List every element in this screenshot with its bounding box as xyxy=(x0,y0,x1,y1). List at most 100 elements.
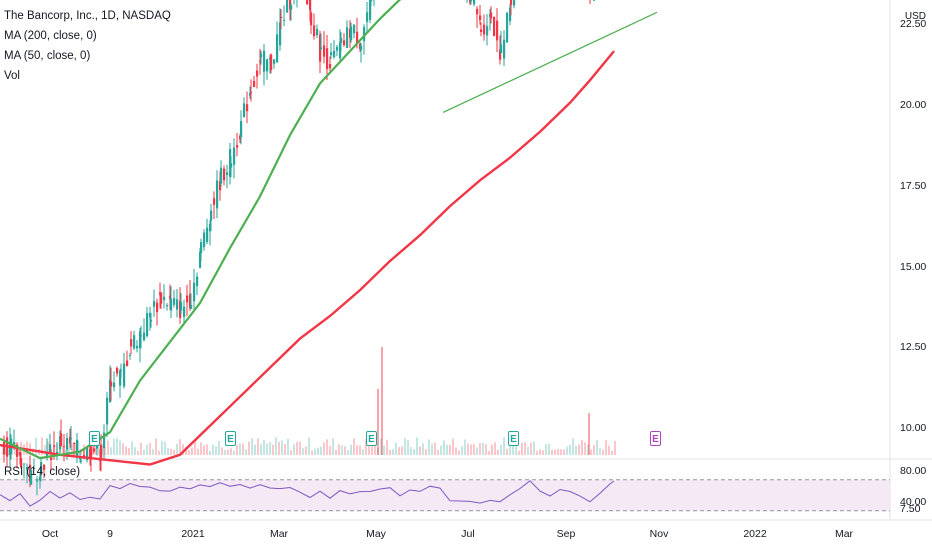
y-tick-label: 22.50 xyxy=(900,18,927,31)
candle-body xyxy=(263,50,266,72)
volume-bar xyxy=(401,446,403,455)
volume-bar xyxy=(341,445,343,455)
candle-body xyxy=(346,27,349,48)
candle-body xyxy=(70,438,73,440)
candle-body xyxy=(69,436,72,444)
volume-bar xyxy=(473,444,475,455)
volume-bar xyxy=(320,446,322,455)
candle-body xyxy=(103,432,106,449)
candle-body xyxy=(226,172,229,176)
candle-body xyxy=(316,28,319,36)
candle-body xyxy=(193,282,196,302)
earnings-icon[interactable]: E xyxy=(89,431,100,446)
candle-body xyxy=(66,437,69,450)
candle-body xyxy=(13,442,16,445)
candle-body xyxy=(186,295,189,303)
volume-bar xyxy=(386,439,388,455)
volume-bar xyxy=(176,443,178,455)
candle-body xyxy=(483,24,486,35)
candle-body xyxy=(356,31,359,45)
candle-body xyxy=(223,168,226,181)
volume-bar xyxy=(218,440,220,455)
volume-bar xyxy=(581,440,583,455)
candle-body xyxy=(249,93,252,96)
candle-body xyxy=(239,135,242,140)
candle-body xyxy=(36,480,39,482)
candle-body xyxy=(190,305,193,309)
volume-bar xyxy=(446,444,448,455)
candle-body xyxy=(250,92,253,94)
candle-body xyxy=(219,181,222,191)
volume-bar xyxy=(542,450,544,455)
volume-bar xyxy=(311,450,313,455)
earnings-icon[interactable]: E xyxy=(225,431,236,446)
candle-body xyxy=(236,145,239,148)
candle-body xyxy=(129,354,132,356)
volume-bar xyxy=(275,437,277,455)
candle-body xyxy=(123,363,126,387)
candle-body xyxy=(173,298,176,305)
volume-bar xyxy=(107,440,109,455)
upcoming-earnings-icon[interactable]: E xyxy=(650,431,661,446)
candle-body xyxy=(143,332,146,341)
earnings-icon[interactable]: E xyxy=(366,431,377,446)
candle-body xyxy=(309,0,312,11)
candle-body xyxy=(210,210,213,221)
volume-bar xyxy=(374,440,376,455)
volume-bar xyxy=(200,442,202,455)
candle-body xyxy=(3,441,6,455)
candle-body xyxy=(510,0,513,5)
candle-body xyxy=(19,452,22,456)
volume-bar xyxy=(518,450,520,455)
volume-bar xyxy=(479,443,481,455)
volume-bar xyxy=(551,449,553,455)
volume-bar xyxy=(488,450,490,455)
volume-bar xyxy=(32,448,34,455)
candle-body xyxy=(360,45,363,51)
volume-bar xyxy=(308,437,310,455)
candle-body xyxy=(266,59,269,72)
volume-bar xyxy=(593,445,595,455)
volume-bar xyxy=(44,445,46,455)
volume-bar xyxy=(353,438,355,455)
volume-bar xyxy=(221,447,223,455)
volume-bar xyxy=(128,447,130,455)
volume-bar xyxy=(395,442,397,455)
volume-bar xyxy=(335,449,337,455)
candle-body xyxy=(60,433,63,447)
volume-bar xyxy=(95,444,97,455)
candle-body xyxy=(363,27,366,42)
volume-bar xyxy=(383,445,385,455)
volume-bar xyxy=(134,447,136,455)
candle-body xyxy=(43,464,46,470)
volume-bar xyxy=(194,439,196,455)
currency-label: USD xyxy=(904,11,926,22)
candle-body xyxy=(213,198,216,205)
candle-body xyxy=(189,294,192,309)
candle-body xyxy=(323,45,326,57)
candle-body xyxy=(63,446,66,448)
candle-body xyxy=(313,25,316,37)
candle-body xyxy=(30,469,33,485)
candle-body xyxy=(290,5,293,10)
volume-bar xyxy=(113,438,115,455)
candle-body xyxy=(136,345,139,349)
candle-body xyxy=(350,26,353,41)
candle-body xyxy=(113,382,116,388)
candle-body xyxy=(513,0,516,6)
x-tick-label: Jul xyxy=(461,528,475,540)
volume-bar xyxy=(116,438,118,455)
earnings-icon[interactable]: E xyxy=(508,431,519,446)
candle-body xyxy=(16,444,19,457)
candle-body xyxy=(320,47,323,50)
volume-bar xyxy=(167,447,169,455)
candle-body xyxy=(93,448,96,452)
volume-bar xyxy=(545,444,547,455)
volume-bar xyxy=(536,450,538,455)
candle-body xyxy=(289,0,292,10)
volume-bar xyxy=(611,450,613,455)
volume-bar xyxy=(74,442,76,455)
volume-bar xyxy=(146,444,148,455)
